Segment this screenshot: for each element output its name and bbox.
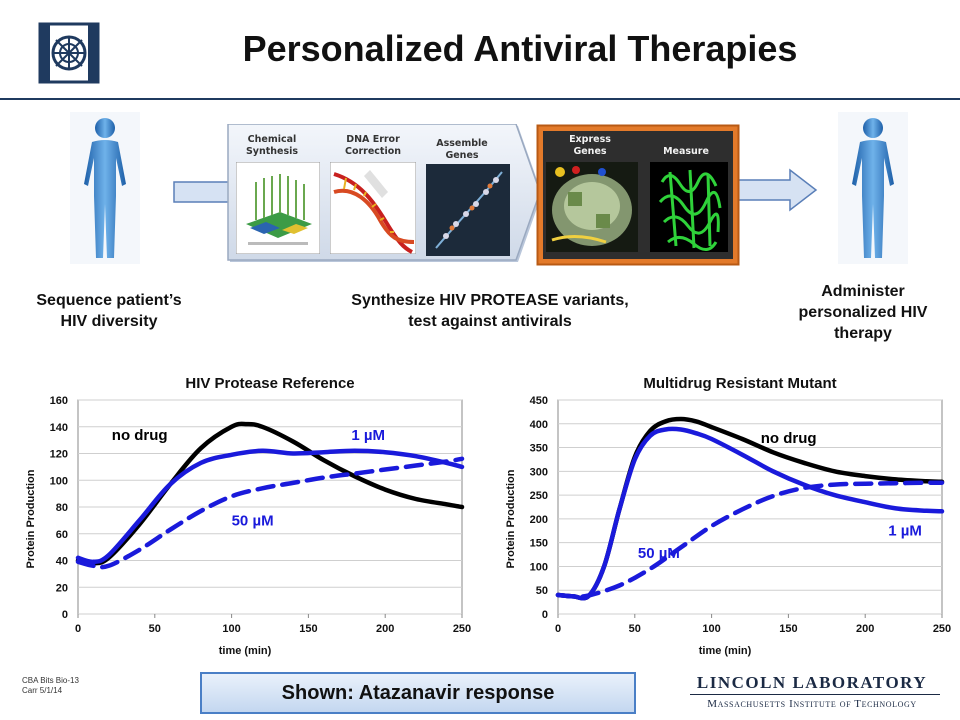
human-figure-right-icon <box>838 112 908 264</box>
series-annotation-label: no drug <box>112 427 168 444</box>
x-tick-label: 50 <box>629 623 641 635</box>
step-measure-label: Measure <box>663 146 709 157</box>
y-tick-label: 140 <box>50 422 68 434</box>
atazanavir-banner: Shown: Atazanavir response <box>200 672 636 714</box>
series-line-1 <box>75 448 465 565</box>
series-annotation-label: no drug <box>761 430 817 447</box>
y-tick-label: 150 <box>530 538 548 550</box>
x-tick-label: 100 <box>222 623 240 635</box>
y-tick-label: 300 <box>530 466 548 478</box>
step-chemical-synthesis-label: Chemical Synthesis <box>245 134 299 157</box>
logo-rule <box>690 694 940 695</box>
y-tick-label: 80 <box>56 502 68 514</box>
series-annotation-label: 1 µM <box>351 427 385 444</box>
y-axis-label: Protein Production <box>25 469 37 568</box>
x-tick-label: 250 <box>453 623 471 635</box>
x-tick-label: 0 <box>555 623 561 635</box>
step-express-genes-label: Express Genes <box>569 134 611 157</box>
x-tick-label: 200 <box>376 623 394 635</box>
caption-sequence: Sequence patient’s HIV diversity <box>36 292 182 330</box>
slide-title: Personalized Antiviral Therapies <box>242 28 798 69</box>
y-tick-label: 20 <box>56 582 68 594</box>
x-tick-label: 200 <box>856 623 874 635</box>
series-annotation-label: 50 µM <box>638 545 680 562</box>
x-tick-label: 150 <box>779 623 797 635</box>
title-divider <box>0 98 960 100</box>
chart-left-title: HIV Protease Reference <box>185 375 355 392</box>
dna-helix-image <box>330 162 416 254</box>
x-tick-label: 150 <box>299 623 317 635</box>
chart-multidrug-resistant-mutant: 0 50 100 150 200 250 300 350 400 450 0 50 100 150 200 2… <box>505 395 951 657</box>
gene-assembly-image <box>426 164 510 256</box>
y-tick-label: 50 <box>536 585 548 597</box>
chemical-synthesis-image <box>236 162 320 254</box>
y-tick-label: 120 <box>50 449 68 461</box>
step-assemble-genes-label: Assemble Genes <box>436 138 488 161</box>
y-tick-label: 200 <box>530 514 548 526</box>
y-axis-label: Protein Production <box>505 469 517 568</box>
x-tick-label: 100 <box>702 623 720 635</box>
y-tick-label: 160 <box>50 395 68 407</box>
caption-synthesize: Synthesize HIV PROTEASE variants, test ag… <box>351 292 629 330</box>
gene-expression-image <box>546 162 638 252</box>
human-figure-left-icon <box>70 112 140 264</box>
x-axis-label: time (min) <box>699 645 752 657</box>
step-dna-error-correction-label: DNA Error Correction <box>344 134 402 157</box>
mit-logo-text: Massachusetts Institute of Technology <box>707 698 917 710</box>
y-tick-label: 60 <box>56 529 68 541</box>
series-line-2 <box>555 480 945 599</box>
x-tick-label: 50 <box>149 623 161 635</box>
protein-measure-image <box>650 162 728 252</box>
x-tick-label: 0 <box>75 623 81 635</box>
y-tick-label: 350 <box>530 443 548 455</box>
mit-ll-seal-logo <box>38 22 100 84</box>
footnote: CBA Bits Bio-13 Carr 5/1/14 <box>22 676 79 695</box>
y-tick-label: 100 <box>530 561 548 573</box>
lincoln-laboratory-logo-text: LINCOLN LABORATORY <box>696 673 928 692</box>
arrow-out-of-pipeline-icon <box>729 168 818 212</box>
x-axis-label: time (min) <box>219 645 272 657</box>
y-tick-label: 100 <box>50 475 68 487</box>
y-tick-label: 250 <box>530 490 548 502</box>
chart-hiv-protease-reference: 0 20 40 60 80 100 120 140 160 0 50 100 150 200 250 time… <box>25 395 471 657</box>
series-annotation-label: 1 µM <box>888 523 922 540</box>
y-tick-label: 400 <box>530 419 548 431</box>
y-tick-label: 40 <box>56 556 68 568</box>
x-tick-label: 250 <box>933 623 951 635</box>
y-tick-label: 0 <box>62 609 68 621</box>
series-line-2 <box>75 456 465 570</box>
series-line-1 <box>555 426 945 601</box>
y-tick-label: 450 <box>530 395 548 407</box>
y-tick-label: 0 <box>542 609 548 621</box>
series-annotation-label: 50 µM <box>232 513 274 530</box>
caption-administer: Administer personalized HIV therapy <box>798 283 928 342</box>
series-line-0 <box>75 421 465 566</box>
chart-right-title: Multidrug Resistant Mutant <box>643 375 837 392</box>
